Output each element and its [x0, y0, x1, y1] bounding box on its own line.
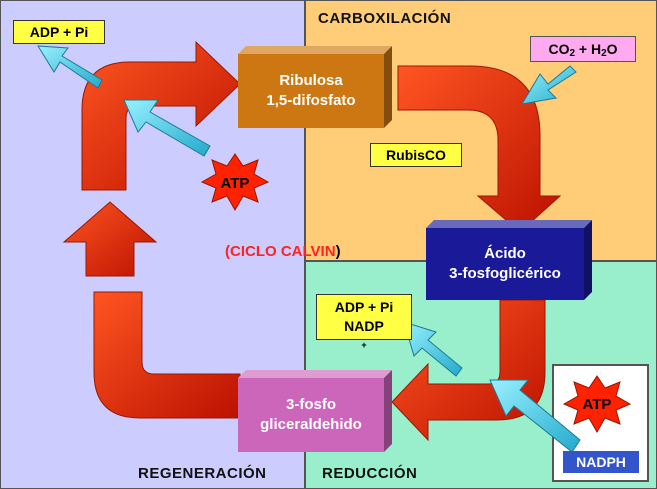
ribulose-line2: 1,5-difosfato — [266, 92, 356, 109]
cycle-open-paren: ( — [225, 243, 230, 260]
phosphoglyceric-box: Ácido 3-fosfoglicérico — [426, 228, 584, 300]
cycle-close-paren: ) — [335, 243, 341, 260]
h2o-sub: 2 — [601, 48, 607, 59]
ribulose-box: Ribulosa 1,5-difosfato — [238, 54, 384, 128]
atp-star-left — [200, 153, 270, 212]
cycle-name: CICLO CALVIN — [230, 243, 336, 260]
cycle-arrow-bottom-left — [93, 291, 241, 419]
adp-pi-line: ADP + Pi — [334, 299, 394, 315]
glyceraldehyde-box: 3-fosfo gliceraldehido — [238, 378, 384, 452]
ribulose-line1: Ribulosa — [279, 72, 343, 89]
phosphoglyceric-line1: Ácido — [484, 245, 526, 262]
calvin-cycle-label: (CICLO CALVIN) — [225, 243, 341, 260]
cyan-arrow-co2-in — [521, 65, 577, 105]
phosphoglyceric-box-3d — [426, 220, 592, 300]
co2-text: CO — [548, 41, 570, 57]
cycle-arrow-top-left — [81, 40, 241, 191]
cyan-arrow-adp-nadp-out — [403, 321, 463, 377]
glyceraldehyde-line2: gliceraldehido — [260, 416, 362, 433]
ribulose-box-3d — [238, 46, 392, 128]
rubisco-label: RubisCO — [370, 143, 462, 167]
phosphoglyceric-line2: 3-fosfoglicérico — [449, 265, 561, 282]
glyceraldehyde-box-3d — [238, 370, 392, 452]
adp-nadp-label: ADP + Pi NADP + — [316, 294, 412, 350]
nadph-label: NADPH — [563, 451, 639, 473]
cyan-arrow-atp-in — [123, 99, 211, 157]
h2o-o-text: O — [606, 41, 618, 57]
glyceraldehyde-line1: 3-fosfo — [285, 396, 336, 413]
nadp-sup: + — [361, 340, 367, 350]
nadp-text: NADP — [344, 318, 384, 334]
cycle-arrow-up — [62, 201, 158, 277]
atp-label-left: ATP — [220, 175, 250, 192]
regeneration-title: REGENERACIÓN — [138, 465, 267, 482]
nadp-line: NADP + — [317, 317, 411, 359]
atp-star-right — [562, 375, 632, 434]
cycle-arrow-bottom-right — [391, 299, 546, 442]
h2o-text: + H — [575, 41, 602, 57]
co2-sub: 2 — [569, 48, 576, 59]
cycle-arrow-top-right — [397, 65, 562, 233]
reduction-title: REDUCCIÓN — [322, 465, 418, 482]
adp-pi-label-top: ADP + Pi — [13, 20, 105, 44]
carboxylation-title: CARBOXILACIÓN — [318, 10, 452, 27]
co2-h2o-label: CO2 + H2O — [530, 36, 636, 62]
atp-label-right: ATP — [582, 396, 612, 413]
cyan-arrow-atp-nadph-in — [489, 379, 581, 453]
cyan-arrow-adp-out — [37, 45, 103, 89]
